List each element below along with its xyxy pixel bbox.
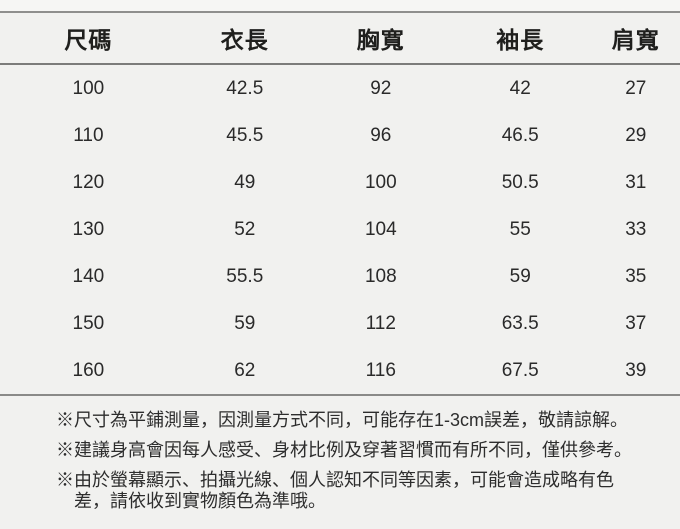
table-row: 100 42.5 92 42 27 bbox=[0, 64, 680, 112]
column-header-size: 尺碼 bbox=[0, 13, 177, 65]
cell-sleeve: 42 bbox=[509, 77, 531, 99]
cell-sleeve: 59 bbox=[509, 265, 531, 287]
header-row: 尺碼 衣長 胸寬 袖長 肩寬 bbox=[0, 13, 680, 65]
cell-shoulder: 31 bbox=[625, 171, 647, 193]
table-row: 130 52 104 55 33 bbox=[0, 206, 680, 253]
cell-chest: 104 bbox=[364, 218, 397, 240]
cell-shoulder: 29 bbox=[625, 124, 647, 146]
cell-chest: 96 bbox=[370, 124, 392, 146]
cell-size: 150 bbox=[72, 312, 105, 334]
cell-shoulder: 39 bbox=[625, 359, 647, 381]
cell-shoulder: 33 bbox=[625, 218, 647, 240]
table-row: 110 45.5 96 46.5 29 bbox=[0, 112, 680, 159]
cell-chest: 116 bbox=[365, 359, 396, 381]
cell-shoulder: 37 bbox=[625, 312, 647, 334]
note-text: 差，請依收到實物顏色為準哦。 bbox=[74, 491, 326, 511]
column-header-length: 衣長 bbox=[176, 13, 313, 65]
table-row: 140 55.5 108 59 35 bbox=[0, 253, 680, 300]
note-height-recommendation: ※建議身高會因每人感受、身材比例及穿著習慣而有所不同，僅供參考。 bbox=[56, 440, 644, 461]
size-table: 尺碼 衣長 胸寬 袖長 肩寬 100 42.5 92 42 27 110 45.… bbox=[0, 13, 680, 396]
cell-length: 49 bbox=[234, 171, 256, 193]
cell-chest: 100 bbox=[364, 171, 397, 193]
note-text: ※建議身高會因每人感受、身材比例及穿著習慣而有所不同，僅供參考。 bbox=[56, 440, 632, 460]
table-row: 150 59 112 63.5 37 bbox=[0, 300, 680, 347]
note-measurement-tolerance: ※尺寸為平鋪測量，因測量方式不同，可能存在1-3cm誤差，敬請諒解。 bbox=[56, 410, 644, 431]
cell-size: 110 bbox=[73, 124, 104, 146]
column-header-sleeve: 袖長 bbox=[448, 13, 592, 65]
column-header-shoulder: 肩寬 bbox=[591, 13, 680, 65]
cell-length: 59 bbox=[234, 312, 256, 334]
cell-sleeve: 50.5 bbox=[501, 171, 539, 193]
note-text: ※尺寸為平鋪測量，因測量方式不同，可能存在1-3cm誤差，敬請諒解。 bbox=[56, 410, 629, 430]
cell-shoulder: 35 bbox=[625, 265, 647, 287]
cell-length: 45.5 bbox=[226, 124, 264, 146]
cell-sleeve: 55 bbox=[509, 218, 531, 240]
table-row: 160 62 116 67.5 39 bbox=[0, 347, 680, 395]
notes-section: ※尺寸為平鋪測量，因測量方式不同，可能存在1-3cm誤差，敬請諒解。 ※建議身高… bbox=[0, 396, 680, 512]
cell-size: 120 bbox=[72, 171, 105, 193]
cell-length: 42.5 bbox=[226, 77, 264, 99]
note-text: ※由於螢幕顯示、拍攝光線、個人認知不同等因素，可能會造成略有色 bbox=[56, 470, 614, 490]
cell-chest: 112 bbox=[365, 312, 396, 334]
column-header-chest: 胸寬 bbox=[312, 13, 449, 65]
table-row: 120 49 100 50.5 31 bbox=[0, 159, 680, 206]
note-color-difference: ※由於螢幕顯示、拍攝光線、個人認知不同等因素，可能會造成略有色 差，請依收到實物… bbox=[56, 470, 644, 512]
cell-length: 55.5 bbox=[226, 265, 264, 287]
cell-sleeve: 67.5 bbox=[501, 359, 539, 381]
cell-shoulder: 27 bbox=[625, 77, 647, 99]
cell-size: 130 bbox=[72, 218, 105, 240]
cell-size: 140 bbox=[72, 265, 105, 287]
cell-chest: 92 bbox=[370, 77, 392, 99]
cell-size: 160 bbox=[72, 359, 105, 381]
cell-chest: 108 bbox=[364, 265, 397, 287]
cell-size: 100 bbox=[72, 77, 105, 99]
cell-sleeve: 63.5 bbox=[501, 312, 539, 334]
cell-sleeve: 46.5 bbox=[501, 124, 539, 146]
cell-length: 62 bbox=[234, 359, 256, 381]
top-rule bbox=[0, 0, 680, 13]
cell-length: 52 bbox=[234, 218, 256, 240]
